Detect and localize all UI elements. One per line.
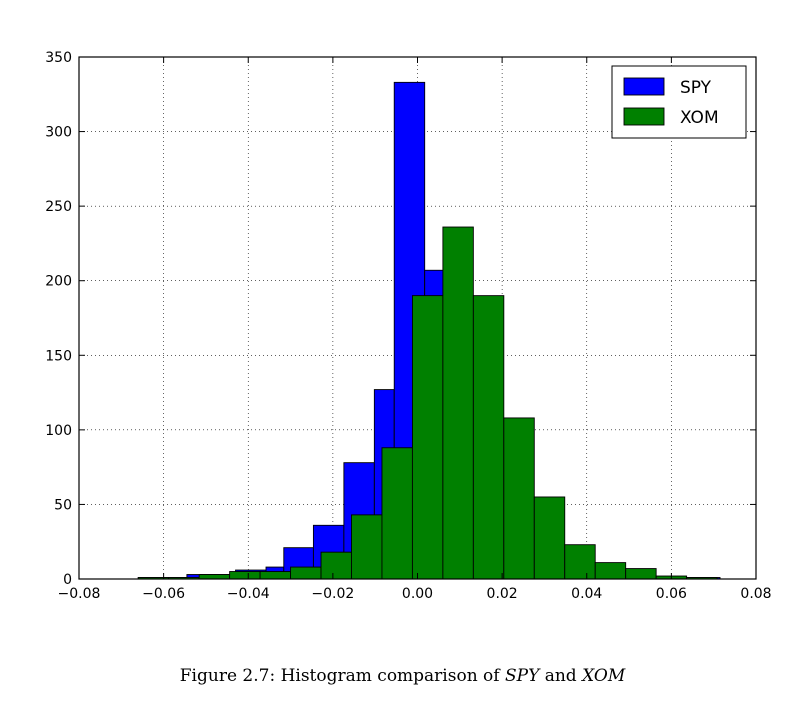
xom-bar xyxy=(320,551,352,580)
xom-bar xyxy=(533,496,566,580)
xom-bar xyxy=(594,562,627,580)
bars xyxy=(137,81,721,580)
xom-bar xyxy=(442,226,474,580)
y-tick-label: 300 xyxy=(45,125,72,141)
x-tick-label: 0.00 xyxy=(402,586,433,602)
xom-bar xyxy=(503,417,535,580)
xom-bar xyxy=(472,295,505,580)
xom-bar xyxy=(381,447,413,580)
y-tick-label: 200 xyxy=(45,274,72,290)
xom-bar xyxy=(198,574,231,580)
xom-bar xyxy=(411,295,444,580)
xom-bar xyxy=(351,514,383,580)
legend-swatch-xom xyxy=(623,107,665,126)
caption-prefix: Figure 2.7: Histogram comparison of xyxy=(179,666,505,686)
x-tick-label: −0.08 xyxy=(58,586,101,602)
x-tick-label: 0.02 xyxy=(487,586,518,602)
legend-box xyxy=(611,65,747,139)
xom-bar xyxy=(625,568,657,580)
xom-bar xyxy=(259,571,292,580)
x-tick-label: −0.04 xyxy=(227,586,270,602)
legend-label-xom: XOM xyxy=(680,108,719,128)
y-tick-label: 250 xyxy=(45,199,72,215)
y-tick-label: 350 xyxy=(45,50,72,66)
xom-bar xyxy=(564,544,596,580)
caption-term-spy: SPY xyxy=(505,666,540,686)
y-tick-label: 50 xyxy=(54,497,72,513)
x-tick-label: −0.02 xyxy=(311,586,354,602)
y-tick-label: 150 xyxy=(45,348,72,364)
axis-ticks: −0.08 −0.06 −0.04 −0.02 0.00 0.02 0.04 0.06 0.08… xyxy=(45,50,771,602)
y-tick-label: 100 xyxy=(45,423,72,439)
xom-bar xyxy=(290,566,322,580)
x-tick-label: −0.06 xyxy=(142,586,185,602)
legend: SPY XOM xyxy=(611,65,747,139)
caption-middle: and xyxy=(539,666,583,686)
legend-label-spy: SPY xyxy=(680,78,712,98)
y-tick-label: 0 xyxy=(63,572,72,588)
legend-swatch-spy xyxy=(623,77,665,96)
xom-bar xyxy=(229,571,261,580)
x-tick-label: 0.04 xyxy=(571,586,602,602)
x-tick-label: 0.08 xyxy=(740,586,771,602)
x-tick-label: 0.06 xyxy=(656,586,687,602)
caption-term-xom: XOM xyxy=(582,666,626,686)
figure-caption: Figure 2.7: Histogram comparison of SPY … xyxy=(0,666,805,686)
